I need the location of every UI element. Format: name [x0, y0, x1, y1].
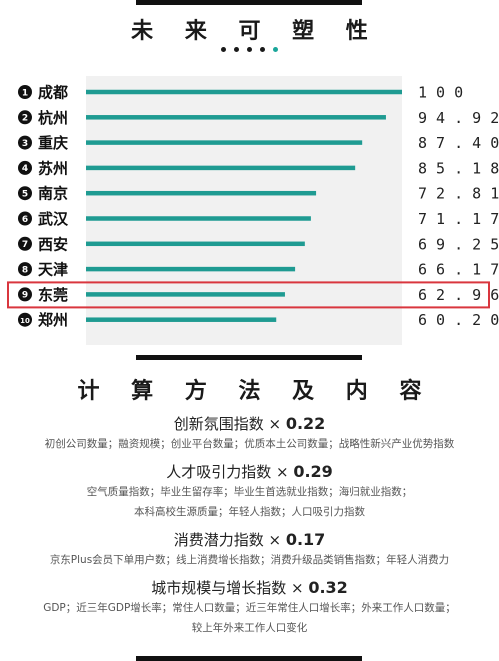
value-label: 9 4 . 9 2: [418, 109, 499, 127]
rank-number: 1: [22, 88, 28, 98]
value-label: 6 2 . 9 6: [418, 286, 499, 304]
page-title: 未 来 可 塑 性: [131, 19, 380, 44]
times-sign: ×: [268, 415, 286, 433]
rank-badge: [18, 160, 32, 175]
value-label: 6 6 . 1 7: [418, 261, 499, 279]
value-label: 7 2 . 8 1: [418, 185, 499, 203]
page-dot: [234, 47, 239, 52]
page-dot-active: [273, 47, 278, 52]
index-heading: 人才吸引力指数 × 0.29: [0, 461, 499, 482]
highlight-frame: [7, 281, 490, 309]
rank-number: 7: [22, 240, 28, 250]
index-name: 城市规模与增长指数: [151, 579, 291, 597]
city-label: 郑州: [38, 311, 68, 329]
index-heading: 消费潜力指数 × 0.17: [0, 529, 499, 550]
city-label: 杭州: [38, 109, 68, 127]
rank-badge: [18, 211, 32, 226]
rank-number: 8: [22, 265, 28, 275]
bar: [86, 266, 296, 272]
rank-number: 9: [22, 291, 28, 301]
rank-number: 6: [22, 215, 28, 225]
method-title: 计 算 方 法 及 内 容: [77, 379, 434, 404]
index-components: 空气质量指数；毕业生留存率；毕业生首选就业指数；海归就业指数；: [86, 486, 413, 498]
rank-number: 5: [22, 190, 28, 200]
bar: [86, 89, 402, 95]
value-label: 6 0 . 2 0: [418, 311, 499, 329]
index-name: 人才吸引力指数: [166, 463, 276, 481]
bar: [86, 165, 356, 171]
city-label: 苏州: [38, 159, 68, 177]
ranking-bar-chart: 1 成都 1 0 0 2 杭州 9 4 . 9 2 3 重庆 8 7 . 4 0 4 苏州 8 5 .…: [7, 76, 499, 345]
value-label: 8 7 . 4 0: [418, 134, 499, 152]
value-label: 7 1 . 1 7: [418, 210, 499, 228]
bar: [86, 115, 386, 120]
city-label: 西安: [38, 235, 68, 253]
index-components: 本科高校生源质量；年轻人指数；人口吸引力指数: [134, 506, 365, 518]
value-label: 6 9 . 2 5: [418, 235, 499, 253]
index-components: 较上年外来工作人口变化: [191, 622, 308, 634]
bar: [86, 140, 363, 145]
rank-number: 3: [22, 139, 28, 149]
bar: [86, 190, 317, 196]
page-dot: [221, 47, 226, 52]
index-weight: 0.17: [285, 530, 326, 549]
rank-number: 4: [22, 164, 28, 174]
rank-badge: [18, 262, 32, 277]
rank-number: 2: [22, 114, 28, 124]
page-dot: [247, 47, 252, 52]
city-label: 南京: [38, 185, 68, 203]
times-sign: ×: [268, 531, 286, 549]
times-sign: ×: [275, 463, 294, 481]
value-label: 1 0 0: [418, 84, 463, 102]
rank-badge: [18, 312, 32, 327]
bar: [86, 216, 311, 221]
rank-number: 10: [20, 317, 30, 325]
index-components: 京东Plus会员下单用户数；线上消费增长指数；消费升级品类销售指数；年轻人消费力: [49, 554, 450, 566]
rank-badge: [18, 110, 32, 125]
section-top-rule: [136, 355, 362, 360]
index-weight: 0.29: [293, 462, 333, 481]
bar: [86, 292, 285, 297]
index-heading: 创新氛围指数 × 0.22: [0, 413, 499, 434]
section-bottom-rule: [136, 656, 362, 661]
index-components: 初创公司数量；融资规模；创业平台数量；优质本土公司数量；战略性新兴产业优势指数: [44, 438, 455, 450]
rank-badge: [18, 186, 32, 201]
index-weight: 0.22: [285, 414, 326, 433]
chart-background-panel: [86, 76, 402, 345]
rank-badge: [18, 287, 32, 302]
index-weight: 0.32: [308, 578, 348, 597]
index-name: 创新氛围指数: [173, 415, 269, 433]
city-label: 东莞: [38, 286, 68, 304]
bar: [86, 317, 277, 322]
city-label: 成都: [38, 84, 68, 102]
city-label: 重庆: [38, 134, 68, 152]
times-sign: ×: [290, 579, 309, 597]
bar: [86, 241, 305, 247]
city-label: 武汉: [38, 210, 69, 228]
index-name: 消费潜力指数: [173, 531, 269, 549]
page-dot: [260, 47, 265, 52]
rank-badge: [18, 236, 32, 251]
rank-badge: [18, 85, 32, 99]
title-top-rule: [136, 0, 362, 5]
index-heading: 城市规模与增长指数 × 0.32: [0, 577, 499, 598]
page-indicator: [0, 47, 499, 52]
city-label: 天津: [38, 261, 68, 279]
value-label: 8 5 . 1 8: [418, 159, 499, 177]
rank-badge: [18, 135, 32, 150]
index-components: GDP；近三年GDP增长率；常住人口数量；近三年常住人口增长率；外来工作人口数量…: [43, 602, 456, 614]
